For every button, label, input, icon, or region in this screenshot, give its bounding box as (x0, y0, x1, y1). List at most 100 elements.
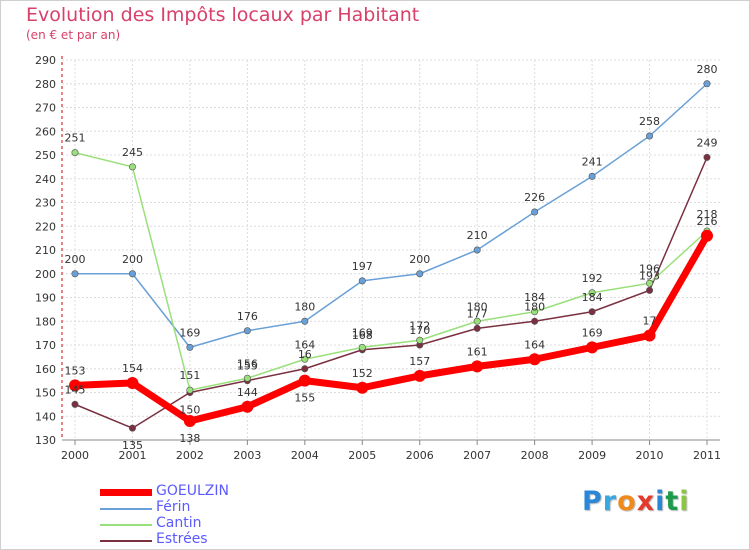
data-point (183, 415, 196, 427)
logo-letter: r (602, 486, 618, 517)
data-point (413, 369, 426, 382)
data-point (358, 277, 366, 285)
x-tick-label: 2009 (578, 449, 606, 462)
data-label: 241 (582, 155, 603, 168)
data-point (528, 353, 541, 366)
data-label: 193 (639, 269, 660, 282)
data-label: 169 (179, 326, 200, 339)
data-point (243, 327, 251, 335)
data-point (301, 355, 309, 363)
data-point (471, 360, 484, 373)
data-label: 153 (65, 364, 86, 377)
y-tick-label: 170 (35, 339, 56, 352)
x-tick-label: 2000 (61, 449, 89, 462)
data-label: 156 (237, 357, 258, 370)
data-point (416, 336, 424, 344)
series-line-goeulzin (74, 234, 711, 425)
data-point (586, 341, 599, 354)
data-label: 169 (352, 326, 373, 339)
data-label: 17 (643, 315, 657, 328)
chart-subtitle: (en € et par an) (26, 28, 121, 42)
data-point (531, 308, 539, 316)
data-label: 177 (467, 307, 488, 320)
data-point (473, 317, 481, 325)
data-label: 218 (697, 208, 718, 221)
legend-item: GOEULZIN (100, 483, 320, 500)
data-point (588, 172, 596, 180)
logo-letter: P (582, 486, 603, 517)
data-label: 245 (122, 146, 143, 159)
data-label: 169 (582, 326, 603, 339)
y-tick-label: 260 (35, 125, 56, 138)
data-label: 16 (298, 348, 312, 361)
data-point (186, 343, 194, 351)
data-point (646, 132, 654, 140)
data-point (301, 317, 309, 325)
data-label: 151 (179, 369, 200, 382)
y-tick-label: 290 (35, 54, 56, 67)
data-label: 249 (697, 136, 718, 149)
data-point (646, 286, 654, 294)
data-point (241, 400, 254, 413)
data-label: 155 (237, 360, 258, 373)
x-tick-label: 2004 (291, 449, 319, 462)
data-label: 170 (409, 324, 430, 337)
data-label: 258 (639, 115, 660, 128)
data-point (128, 163, 136, 171)
y-tick-label: 210 (35, 244, 56, 257)
data-label: 280 (697, 63, 718, 76)
x-tick-label: 2011 (693, 449, 721, 462)
y-tick-label: 140 (35, 410, 56, 423)
y-tick-label: 190 (35, 292, 56, 305)
data-point (588, 289, 596, 297)
data-label: 200 (65, 253, 86, 266)
data-point (71, 400, 79, 408)
series-line-estrées (74, 157, 708, 429)
data-label: 152 (352, 367, 373, 380)
data-point (531, 317, 539, 325)
data-point (643, 329, 656, 342)
data-point (416, 270, 424, 278)
logo-letter: i (655, 486, 666, 517)
legend-label: Cantin (156, 515, 202, 531)
data-point (243, 374, 251, 382)
y-tick-label: 270 (35, 102, 56, 115)
data-label: 144 (237, 386, 258, 399)
x-tick-label: 2005 (348, 449, 376, 462)
data-point (128, 270, 136, 278)
y-tick-label: 240 (35, 173, 56, 186)
data-label: 150 (179, 404, 200, 417)
y-tick-label: 250 (35, 149, 56, 162)
data-point (126, 377, 139, 389)
chart-title: Evolution des Impôts locaux par Habitant (26, 4, 420, 26)
x-tick-label: 2003 (233, 449, 261, 462)
data-label: 161 (467, 345, 488, 358)
y-tick-label: 130 (35, 434, 56, 447)
data-label: 184 (582, 291, 603, 304)
data-label: 180 (524, 300, 545, 313)
data-label: 200 (122, 253, 143, 266)
data-point (646, 279, 654, 287)
x-tick-label: 2008 (521, 449, 549, 462)
legend-label: Estrées (156, 531, 208, 547)
x-tick-label: 2010 (636, 449, 664, 462)
legend-item: Férin (100, 499, 320, 516)
data-label: 184 (524, 291, 545, 304)
data-point (473, 324, 481, 332)
data-label: 157 (409, 355, 430, 368)
data-label: 210 (467, 229, 488, 242)
data-label: 192 (582, 272, 603, 285)
legend-label: Férin (156, 499, 191, 515)
data-label: 200 (409, 253, 430, 266)
x-tick-label: 2001 (118, 449, 146, 462)
data-point (703, 80, 711, 88)
y-tick-label: 180 (35, 315, 56, 328)
data-label: 180 (294, 300, 315, 313)
logo-letter: x (636, 486, 656, 517)
legend-swatch (100, 524, 152, 526)
data-point (703, 153, 711, 161)
data-label: 172 (409, 319, 430, 332)
data-label: 135 (122, 439, 143, 452)
legend-item: Cantin (100, 515, 320, 532)
